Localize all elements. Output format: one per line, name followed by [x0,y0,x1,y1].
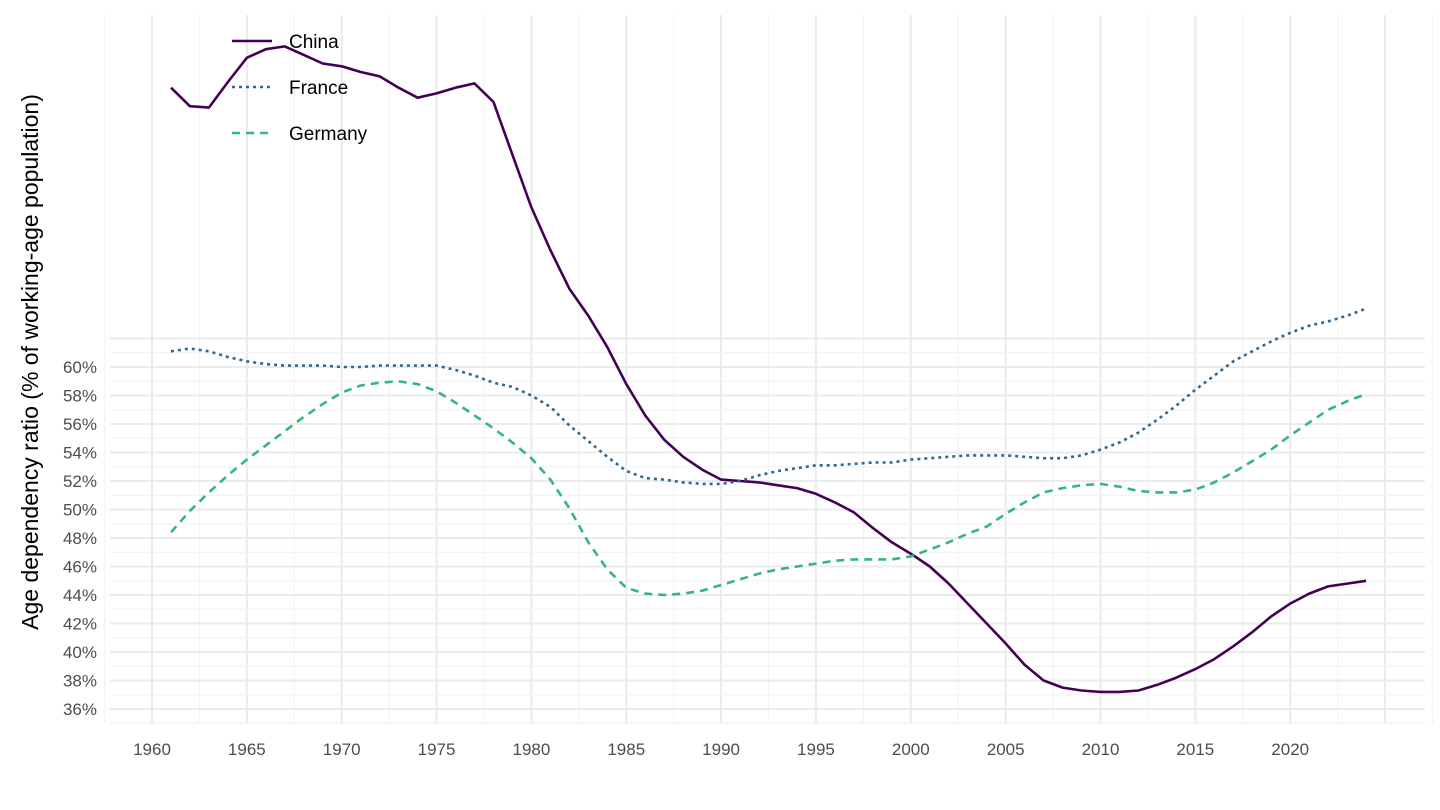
series-line-france [170,307,1367,486]
x-tick-label: 2020 [1271,740,1309,759]
x-tick-label: 2005 [987,740,1025,759]
y-tick-label: 54% [63,444,97,463]
x-tick-label: 1960 [133,740,171,759]
x-tick-label: 1995 [797,740,835,759]
x-axis-ticks: 1960 1965 1970 1975 1980 1985 1990 1995 2000 2005… [133,740,1309,759]
legend-label: China [289,32,339,53]
x-tick-label: 1980 [512,740,550,759]
series-lines [170,45,1367,694]
legend-label: Germany [289,124,368,145]
x-tick-label: 1975 [418,740,456,759]
y-axis-ticks: 36% 38% 40% 42% 44% 46% 48% 50% 52% 54% 56% 58% 60% [63,358,97,719]
y-tick-label: 42% [63,615,97,634]
legend: China France Germany [232,32,368,145]
y-tick-label: 48% [63,529,97,548]
x-tick-label: 1965 [228,740,266,759]
y-tick-label: 46% [63,558,97,577]
x-tick-label: 2010 [1082,740,1120,759]
x-tick-label: 1985 [607,740,645,759]
x-tick-label: 2000 [892,740,930,759]
x-tick-label: 1990 [702,740,740,759]
series-line-china [170,45,1367,694]
y-tick-label: 56% [63,415,97,434]
x-tick-label: 1970 [323,740,361,759]
grid [103,15,1434,724]
y-tick-label: 44% [63,586,97,605]
y-tick-label: 60% [63,358,97,377]
y-tick-label: 52% [63,472,97,491]
y-tick-label: 36% [63,700,97,719]
y-tick-label: 58% [63,387,97,406]
legend-label: France [289,78,348,99]
y-axis-label: Age dependency ratio (% of working-age p… [17,94,43,630]
y-tick-label: 38% [63,672,97,691]
x-tick-label: 2015 [1176,740,1214,759]
y-tick-label: 50% [63,501,97,520]
y-tick-label: 40% [63,643,97,662]
series-line-germany [170,379,1367,597]
